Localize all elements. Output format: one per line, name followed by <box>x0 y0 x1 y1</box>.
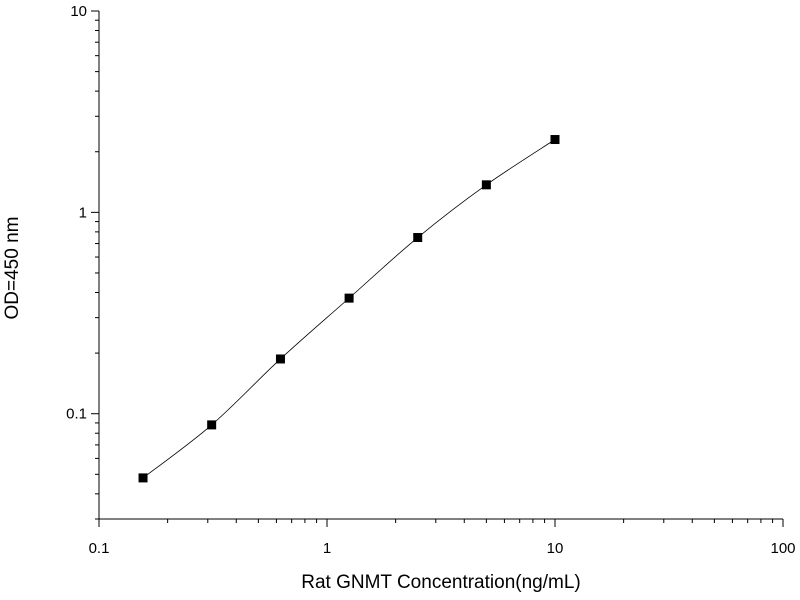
data-point <box>344 293 354 303</box>
data-point <box>413 233 423 243</box>
data-point <box>275 354 285 364</box>
y-tick-label: 0.1 <box>66 406 87 423</box>
data-point <box>550 135 560 145</box>
data-point <box>138 473 148 483</box>
y-tick-label: 1 <box>79 204 87 221</box>
x-tick-label: 1 <box>323 540 331 557</box>
x-tick-label: 100 <box>770 540 795 557</box>
x-tick-label: 10 <box>547 540 564 557</box>
series-line <box>142 139 556 479</box>
y-axis-title: OD=450 nm <box>2 217 23 320</box>
data-point <box>481 180 491 190</box>
x-tick-label: 0.1 <box>89 540 110 557</box>
data-point <box>207 420 217 430</box>
y-tick-label: 10 <box>70 3 87 20</box>
x-axis-title: Rat GNMT Concentration(ng/mL) <box>301 572 580 593</box>
